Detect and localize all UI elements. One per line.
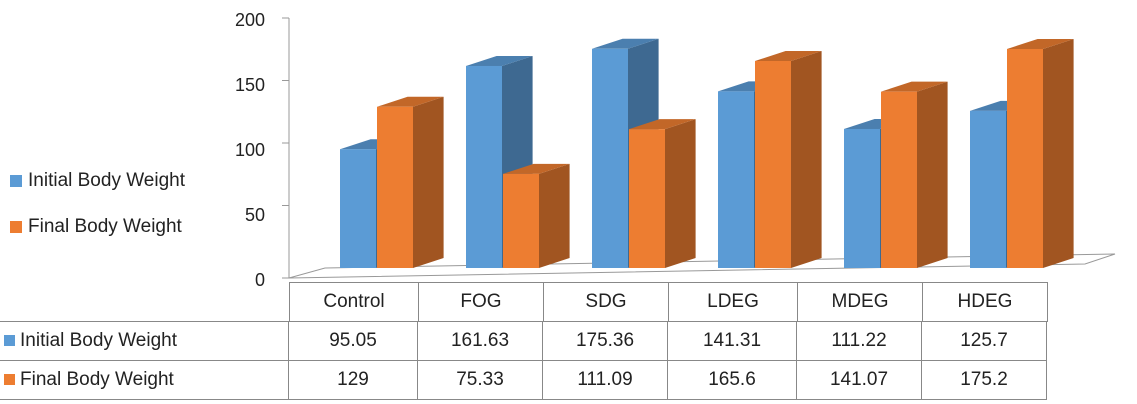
bar-final-sdg-top	[629, 119, 696, 130]
bar-final-hdeg-top	[1007, 39, 1074, 49]
bar-initial-ldeg-front	[718, 91, 754, 268]
row-header-label: Final Body Weight	[20, 369, 174, 390]
bar-initial-control-front	[340, 149, 376, 268]
bar-final-sdg-side	[665, 119, 696, 268]
data-cell: 129	[288, 360, 418, 400]
bar-initial-fog-front	[466, 65, 502, 269]
legend-item-initial: Initial Body Weight	[10, 170, 185, 192]
row-header-final: Final Body Weight	[0, 360, 289, 400]
legend-swatch-initial	[10, 175, 22, 187]
bar-final-fog	[503, 163, 570, 268]
category-label: SDG	[543, 282, 669, 322]
bar-final-mdeg-front	[881, 91, 917, 268]
data-table-row-initial: Initial Body Weight 95.05 161.63 175.36 …	[0, 321, 1047, 361]
bar-initial-mdeg-front	[844, 128, 880, 268]
bar-final-ldeg	[755, 51, 822, 268]
y-tick-label: 150	[235, 75, 265, 95]
row-key-final	[4, 374, 15, 386]
data-table-row-final: Final Body Weight 129 75.33 111.09 165.6…	[0, 360, 1047, 400]
data-cell: 175.36	[542, 321, 668, 361]
bar-final-mdeg	[881, 81, 948, 268]
data-cell: 165.6	[667, 360, 797, 400]
bar-final-control	[377, 96, 444, 268]
data-cell: 95.05	[288, 321, 418, 361]
bar-final-hdeg	[1007, 39, 1074, 268]
row-header-initial: Initial Body Weight	[0, 321, 289, 361]
chart-floor	[288, 253, 1116, 279]
bar-final-hdeg-side	[1043, 39, 1074, 268]
row-header-label: Initial Body Weight	[20, 330, 178, 351]
y-tick-label: 100	[235, 140, 265, 160]
y-tick-label: 0	[255, 270, 265, 290]
y-tick-labels: 200 150 100 50 0	[235, 10, 265, 290]
bar-final-fog-front	[503, 173, 539, 268]
data-table-header-row: Control FOG SDG LDEG MDEG HDEG	[289, 282, 1048, 322]
row-key-initial	[4, 335, 15, 347]
bar-final-control-top	[377, 96, 444, 107]
legend-swatch-final	[10, 221, 22, 233]
bars-group	[340, 38, 1074, 269]
data-cell: 141.31	[667, 321, 797, 361]
data-cell: 125.7	[921, 321, 1047, 361]
bar-final-mdeg-top	[881, 81, 948, 92]
data-cell: 111.22	[796, 321, 922, 361]
category-label: Control	[289, 282, 419, 322]
data-table-values: Initial Body Weight 95.05 161.63 175.36 …	[0, 321, 1047, 400]
bar-final-sdg-front	[629, 129, 665, 268]
data-cell: 111.09	[542, 360, 668, 400]
data-cell: 161.63	[417, 321, 543, 361]
category-label: MDEG	[797, 282, 923, 322]
category-label: FOG	[418, 282, 544, 322]
category-label: LDEG	[668, 282, 798, 322]
data-cell: 141.07	[796, 360, 922, 400]
bar-initial-sdg-top	[592, 38, 659, 49]
data-table: Control FOG SDG LDEG MDEG HDEG	[289, 282, 1048, 322]
bar-initial-sdg-front	[592, 48, 628, 268]
y-tick-label: 50	[245, 205, 265, 225]
bar-final-ldeg-front	[755, 61, 791, 268]
bar-final-mdeg-side	[917, 81, 948, 268]
bar-final-control-front	[377, 106, 413, 268]
y-tick-label: 200	[235, 10, 265, 30]
bar-initial-hdeg-front	[970, 110, 1006, 268]
bar-final-ldeg-side	[791, 51, 822, 268]
bar-final-fog-side	[539, 163, 570, 268]
bar-final-fog-top	[503, 163, 570, 174]
legend-item-final: Final Body Weight	[10, 216, 182, 238]
category-label: HDEG	[922, 282, 1048, 322]
data-cell: 75.33	[417, 360, 543, 400]
bar-initial-fog-top	[466, 55, 533, 66]
bar-final-control-side	[413, 96, 444, 268]
data-cell: 175.2	[921, 360, 1047, 400]
bar-final-sdg	[629, 119, 696, 268]
legend-label-initial: Initial Body Weight	[28, 170, 186, 191]
bar-final-hdeg-front	[1007, 49, 1043, 268]
legend-label-final: Final Body Weight	[28, 216, 182, 237]
axis-group	[282, 17, 1116, 279]
bar-final-ldeg-top	[755, 51, 822, 61]
